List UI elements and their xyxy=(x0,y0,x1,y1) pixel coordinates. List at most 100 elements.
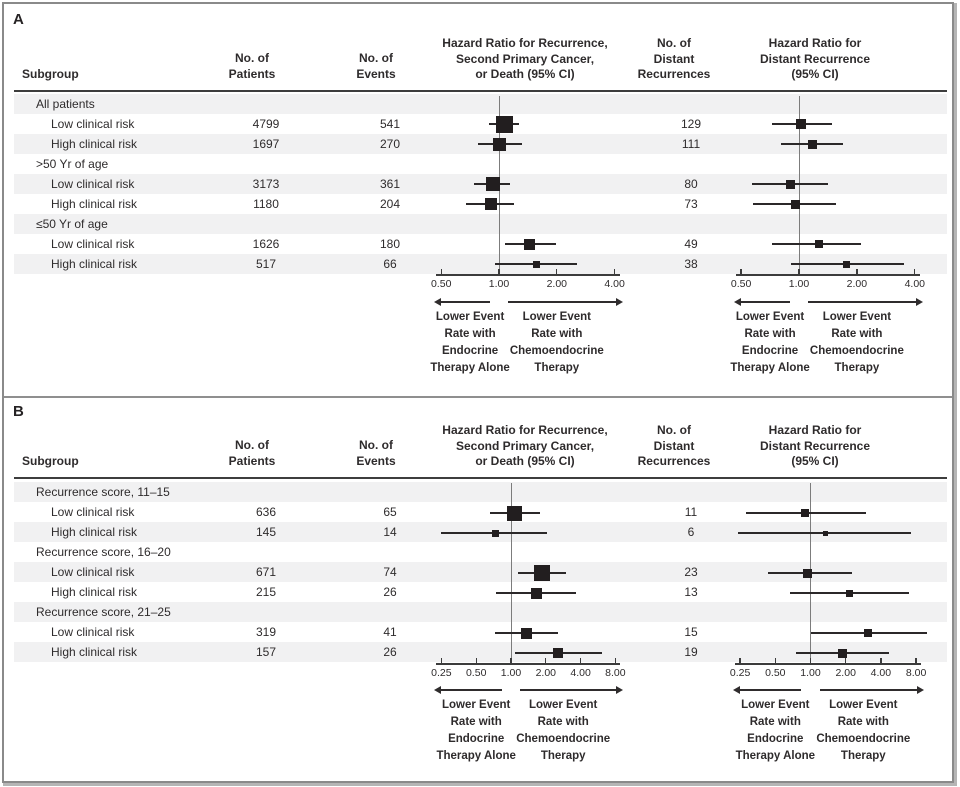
events-count: 180 xyxy=(379,237,401,251)
axis-tick-label: 2.00 xyxy=(546,278,568,290)
axis-tick xyxy=(880,658,882,663)
patients-count: 636 xyxy=(255,505,277,519)
table-row: Low clinical risk 4799 541 129 xyxy=(14,114,947,134)
annotation-chemoendocrine: Therapy xyxy=(840,750,886,762)
subgroup-header-label: All patients xyxy=(36,97,95,111)
arrow-right-icon xyxy=(615,298,623,306)
annotation-chemoendocrine: Rate with xyxy=(531,328,583,340)
axis-tick xyxy=(440,658,443,663)
arrow-right-line xyxy=(819,689,918,691)
reference-line xyxy=(510,483,512,663)
subgroup-label: High clinical risk xyxy=(51,525,138,539)
subgroup-header-label: Recurrence score, 11–15 xyxy=(36,485,170,499)
axis-tick-label: 1.00 xyxy=(788,278,810,290)
column-header-events: No. of Events xyxy=(356,438,396,468)
panel-a-label: A xyxy=(13,11,24,28)
annotation-endocrine-alone: Rate with xyxy=(744,328,796,340)
column-header-hr-distant: Hazard Ratio for Distant Recurrence (95%… xyxy=(759,423,871,468)
table-row: High clinical risk 145 14 6 xyxy=(14,522,947,542)
subgroup-label: High clinical risk xyxy=(51,645,138,659)
axis-tick-label: 1.00 xyxy=(488,278,510,290)
reference-line xyxy=(798,96,800,274)
subgroup-label: High clinical risk xyxy=(51,585,138,599)
arrow-right-line xyxy=(808,301,916,303)
annotation-endocrine-alone: Lower Event xyxy=(741,699,810,711)
annotation-endocrine-alone: Therapy Alone xyxy=(735,750,816,762)
annotation-endocrine-alone: Endocrine xyxy=(448,733,505,745)
distant-recurrences-count: 49 xyxy=(684,237,698,251)
annotation-endocrine-alone: Rate with xyxy=(444,328,496,340)
subgroup-label: Low clinical risk xyxy=(51,625,135,639)
axis-tick-label: 1.00 xyxy=(500,667,522,679)
header-rule xyxy=(14,90,947,92)
axis-tick xyxy=(510,658,512,663)
annotation-endocrine-alone: Endocrine xyxy=(441,345,499,357)
table-row: Low clinical risk 1626 180 49 xyxy=(14,234,947,254)
column-header-hr-recurrence: Hazard Ratio for Recurrence, Second Prim… xyxy=(442,423,608,468)
annotation-chemoendocrine: Chemoendocrine xyxy=(509,345,604,357)
events-count: 74 xyxy=(383,565,397,579)
hr-point-marker xyxy=(843,260,851,268)
axis-tick-label: 8.00 xyxy=(605,667,626,679)
table-row: >50 Yr of age xyxy=(14,154,947,174)
patients-count: 671 xyxy=(255,565,277,579)
axis-tick-label: 8.00 xyxy=(905,667,927,679)
arrow-left-line xyxy=(739,689,802,691)
patients-count: 157 xyxy=(255,645,277,659)
table-row: Low clinical risk 671 74 23 xyxy=(14,562,947,582)
axis-tick-label: 2.00 xyxy=(835,667,856,679)
hr-point-marker xyxy=(791,199,801,209)
axis-tick xyxy=(614,658,617,663)
events-count: 270 xyxy=(379,137,401,151)
arrow-left-icon xyxy=(734,298,742,306)
header-rule xyxy=(14,477,947,479)
axis-tick xyxy=(613,269,616,274)
axis-tick-label: 4.00 xyxy=(570,667,591,679)
subgroup-header-label: ≤50 Yr of age xyxy=(36,217,108,231)
distant-recurrences-count: 13 xyxy=(684,585,698,599)
column-header-distant-recurrences: No. of Distant Recurrences xyxy=(637,36,711,81)
annotation-chemoendocrine: Lower Event xyxy=(829,699,898,711)
panel-divider xyxy=(3,396,954,398)
distant-recurrences-count: 73 xyxy=(684,197,698,211)
hr-point-marker xyxy=(803,568,813,578)
arrow-left-line xyxy=(440,301,490,303)
annotation-chemoendocrine: Lower Event xyxy=(528,699,598,711)
hr-point-marker xyxy=(785,179,795,189)
hr-point-marker xyxy=(485,198,498,210)
axis-tick xyxy=(440,269,442,274)
axis-tick xyxy=(740,269,742,274)
table-row: ≤50 Yr of age xyxy=(14,214,947,234)
table-row: Recurrence score, 16–20 xyxy=(14,542,947,562)
distant-recurrences-count: 80 xyxy=(684,177,698,191)
annotation-chemoendocrine: Therapy xyxy=(540,750,586,762)
events-count: 541 xyxy=(379,117,401,131)
annotation-endocrine-alone: Therapy Alone xyxy=(430,362,510,374)
distant-recurrences-count: 11 xyxy=(684,505,698,519)
table-row: High clinical risk 517 66 38 xyxy=(14,254,947,274)
subgroup-header-label: >50 Yr of age xyxy=(36,157,109,171)
axis-tick xyxy=(545,658,547,663)
distant-recurrences-count: 38 xyxy=(684,257,698,271)
axis-tick xyxy=(579,658,582,663)
arrow-right-line xyxy=(520,689,617,691)
hr-point-marker xyxy=(863,629,872,637)
annotation-endocrine-alone: Lower Event xyxy=(441,699,511,711)
axis-tick-label: 0.25 xyxy=(729,667,751,679)
axis-tick xyxy=(739,658,741,663)
column-header-patients: No. of Patients xyxy=(228,438,276,468)
annotation-endocrine-alone: Rate with xyxy=(450,716,502,728)
patients-count: 215 xyxy=(255,585,277,599)
distant-recurrences-count: 15 xyxy=(684,625,698,639)
axis-tick-label: 4.00 xyxy=(604,278,625,290)
hr-point-marker xyxy=(506,505,522,521)
hr-point-marker xyxy=(801,509,810,517)
subgroup-header-label: Recurrence score, 21–25 xyxy=(36,605,171,619)
hr-point-marker xyxy=(492,137,506,151)
table-row: High clinical risk 215 26 13 xyxy=(14,582,947,602)
annotation-chemoendocrine: Lower Event xyxy=(822,311,892,323)
column-header-patients: No. of Patients xyxy=(228,51,276,81)
events-count: 14 xyxy=(383,525,397,539)
hr-point-marker xyxy=(524,238,536,250)
